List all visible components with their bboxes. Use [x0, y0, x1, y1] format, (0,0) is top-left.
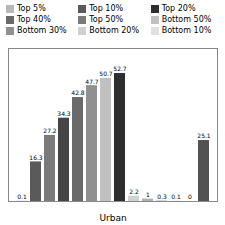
- svg-text:52.7: 52.7: [113, 65, 127, 72]
- svg-text:25.1: 25.1: [197, 132, 211, 139]
- svg-text:0.1: 0.1: [171, 193, 181, 200]
- svg-text:34.3: 34.3: [57, 110, 71, 117]
- svg-text:0.1: 0.1: [17, 193, 27, 200]
- svg-text:42.8: 42.8: [71, 89, 85, 96]
- svg-text:50.7: 50.7: [99, 70, 113, 77]
- html-text:Bottom 20%: Bottom 20%: [89, 26, 139, 35]
- html-text:Top 20%: Top 20%: [161, 4, 196, 13]
- svg-text:47.7: 47.7: [85, 78, 99, 85]
- html-text:Top 5%: Top 5%: [17, 4, 46, 13]
- html-text:Top 10%: Top 10%: [89, 4, 124, 13]
- html-text:Bottom 50%: Bottom 50%: [161, 15, 212, 24]
- svg-text:0.3: 0.3: [157, 193, 167, 200]
- svg-text:27.2: 27.2: [43, 127, 57, 134]
- svg-text:1: 1: [146, 191, 150, 198]
- html-text:Top 50%: Top 50%: [89, 15, 124, 24]
- html-text:Bottom 10%: Bottom 10%: [161, 26, 212, 35]
- svg-text:16.3: 16.3: [29, 154, 43, 161]
- html-text:Bottom 30%: Bottom 30%: [17, 26, 67, 35]
- svg-text:2.2: 2.2: [129, 188, 139, 195]
- html-text:Top 40%: Top 40%: [17, 15, 51, 24]
- svg-text:0: 0: [188, 193, 192, 200]
- svg-text:Urban: Urban: [99, 213, 126, 223]
